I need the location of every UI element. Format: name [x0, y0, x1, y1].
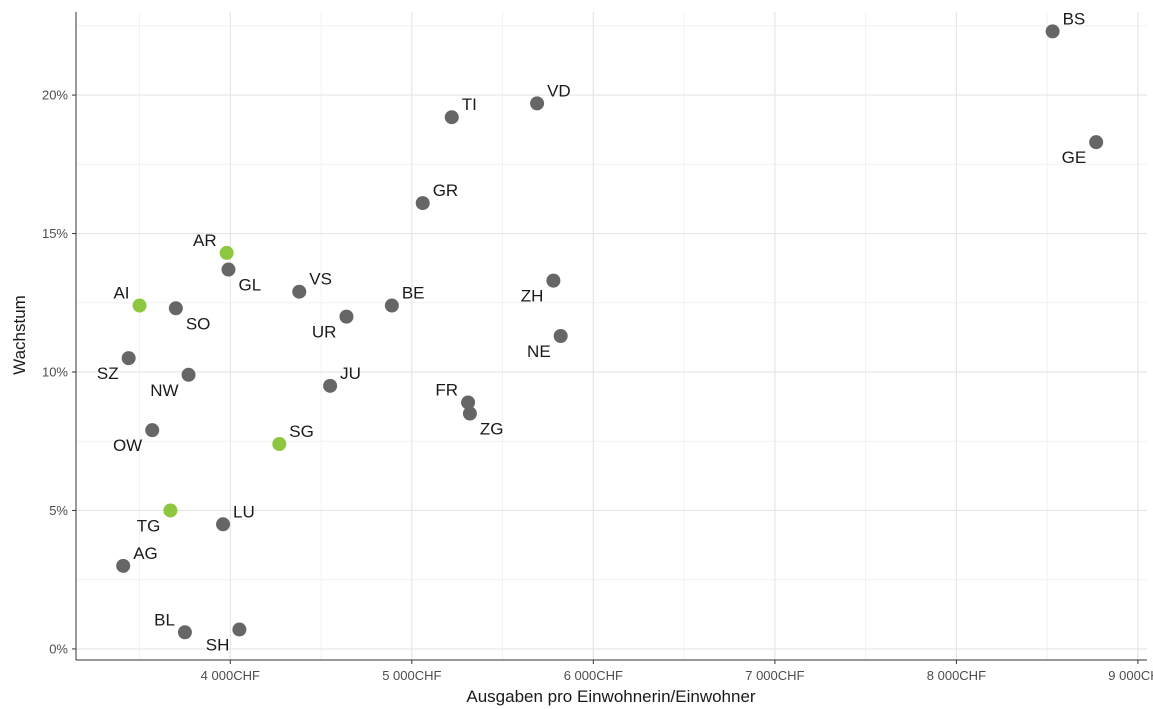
- data-point-ge: [1089, 135, 1104, 150]
- data-point-zh: [546, 273, 561, 288]
- point-label-ne: NE: [527, 342, 551, 361]
- data-point-ow: [145, 423, 160, 438]
- point-label-zh: ZH: [521, 287, 544, 306]
- point-label-ti: TI: [462, 95, 477, 114]
- data-point-so: [168, 301, 183, 316]
- point-label-lu: LU: [233, 502, 255, 521]
- data-point-ai: [132, 298, 147, 313]
- data-point-gr: [415, 196, 430, 211]
- point-label-vs: VS: [309, 270, 332, 289]
- point-label-bs: BS: [1063, 9, 1086, 28]
- point-label-bl: BL: [154, 610, 175, 629]
- point-label-sh: SH: [206, 636, 230, 655]
- point-label-tg: TG: [137, 516, 161, 535]
- point-label-zg: ZG: [480, 420, 504, 439]
- y-tick-label: 0%: [49, 641, 68, 656]
- point-label-sz: SZ: [97, 364, 119, 383]
- x-tick-label: 9 000CHF: [1108, 668, 1153, 683]
- point-label-fr: FR: [435, 380, 458, 399]
- point-label-ai: AI: [113, 284, 129, 303]
- y-axis-title: Wachstum: [10, 295, 29, 375]
- data-point-ti: [444, 110, 459, 125]
- y-tick-label: 5%: [49, 503, 68, 518]
- data-point-tg: [163, 503, 178, 518]
- data-point-zg: [462, 406, 477, 421]
- data-point-vs: [292, 284, 307, 299]
- x-tick-label: 8 000CHF: [927, 668, 986, 683]
- data-point-sh: [232, 622, 247, 637]
- data-point-fr: [461, 395, 476, 410]
- point-label-gr: GR: [433, 181, 459, 200]
- data-points: [116, 24, 1104, 640]
- data-point-vd: [530, 96, 545, 111]
- x-tick-label: 5 000CHF: [382, 668, 441, 683]
- point-label-gl: GL: [238, 276, 261, 295]
- data-point-gl: [221, 262, 236, 277]
- data-point-ju: [323, 378, 338, 393]
- y-tick-label: 20%: [42, 88, 68, 103]
- x-axis-title: Ausgaben pro Einwohnerin/Einwohner: [466, 687, 756, 706]
- axes: [72, 12, 1147, 664]
- point-label-ar: AR: [193, 231, 217, 250]
- point-label-be: BE: [402, 284, 425, 303]
- point-label-sg: SG: [289, 422, 314, 441]
- data-point-sz: [121, 351, 136, 366]
- tick-labels: 4 000CHF 5 000CHF 6 000CHF 7 000CHF 8 000CHF…: [42, 88, 1153, 683]
- grid-minor: [76, 12, 1147, 660]
- y-tick-label: 15%: [42, 226, 68, 241]
- data-point-sg: [272, 437, 287, 451]
- y-tick-label: 10%: [42, 365, 68, 380]
- data-point-lu: [216, 517, 231, 532]
- data-point-bl: [177, 625, 192, 640]
- data-point-ne: [553, 329, 568, 343]
- x-tick-label: 7 000CHF: [745, 668, 804, 683]
- data-point-bs: [1045, 24, 1060, 39]
- point-label-ju: JU: [340, 364, 361, 383]
- point-label-so: SO: [186, 314, 211, 333]
- data-point-ag: [116, 558, 131, 573]
- grid-major: [76, 12, 1147, 660]
- point-label-nw: NW: [150, 381, 178, 400]
- point-labels: BS GE VD TI GR AR GL VS BE UR ZH NE AI SO SZ NW JU FR ZG OW…: [97, 9, 1086, 654]
- point-label-ge: GE: [1062, 148, 1087, 167]
- point-label-ag: AG: [133, 544, 158, 563]
- data-point-be: [384, 298, 399, 313]
- data-point-nw: [181, 367, 196, 382]
- point-label-ur: UR: [312, 323, 337, 342]
- data-point-ar: [219, 245, 234, 260]
- point-label-ow: OW: [113, 436, 142, 455]
- x-tick-label: 4 000CHF: [201, 668, 260, 683]
- data-point-ur: [339, 309, 354, 324]
- point-label-vd: VD: [547, 81, 571, 100]
- x-tick-label: 6 000CHF: [564, 668, 623, 683]
